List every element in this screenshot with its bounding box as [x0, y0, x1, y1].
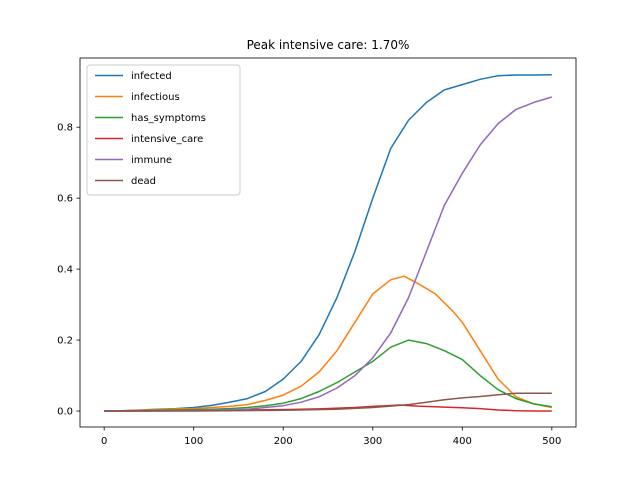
chart-title: Peak intensive care: 1.70% [247, 38, 410, 52]
legend-box [86, 64, 241, 196]
y-tick-label: 0.2 [57, 336, 73, 347]
legend-label-immune: immune [131, 155, 172, 166]
x-tick-label: 100 [184, 436, 203, 447]
legend-label-intensive-care: intensive_care [131, 134, 203, 145]
y-axis: 0.0 0.2 0.4 0.6 0.8 [57, 123, 80, 418]
series-line-immune [104, 96, 553, 412]
y-tick-label: 0.8 [57, 123, 73, 134]
x-tick-label: 300 [363, 436, 382, 447]
legend: infected infectious has_symptoms intensive_… [86, 64, 241, 196]
x-tick-label: 400 [453, 436, 472, 447]
x-tick-label: 500 [542, 436, 561, 447]
plot-lines [104, 73, 553, 412]
y-tick-label: 0.6 [57, 194, 73, 205]
y-tick-label: 0.0 [57, 407, 73, 418]
x-axis: 0 100 200 300 400 500 [101, 427, 561, 447]
series-line-has-symptoms [104, 339, 552, 412]
legend-label-infected: infected [131, 71, 172, 82]
x-tick-label: 0 [101, 436, 107, 447]
legend-label-infectious: infectious [131, 92, 180, 103]
series-line-dead [104, 392, 552, 412]
axes-frame [79, 57, 577, 428]
legend-label-has-symptoms: has_symptoms [131, 113, 206, 124]
legend-label-dead: dead [131, 176, 156, 187]
series-line-infectious [104, 275, 552, 412]
x-tick-label: 200 [274, 436, 293, 447]
y-tick-label: 0.4 [57, 265, 73, 276]
